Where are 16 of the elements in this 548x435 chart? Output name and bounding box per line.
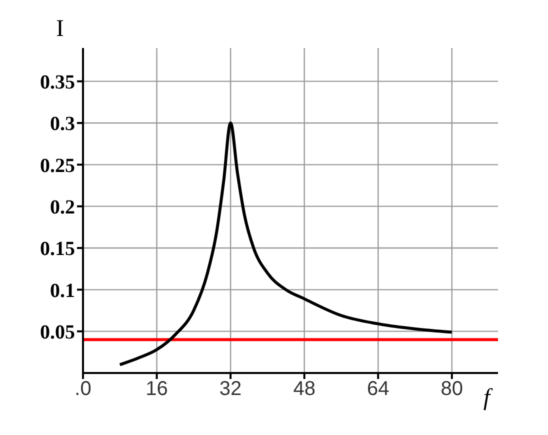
x-tick-label: 32: [219, 378, 242, 400]
y-axis-title: I: [56, 16, 64, 42]
y-tick-label: 0.05: [40, 321, 75, 344]
x-tick-label: 80: [440, 378, 464, 400]
x-axis-title: f: [483, 385, 494, 411]
line-series: [118, 122, 454, 366]
y-tick-label: 0.25: [40, 154, 75, 177]
y-tick-label: 0.2: [50, 196, 75, 218]
x-tick-label: 64: [366, 378, 390, 400]
y-tick-label: 0.35: [40, 71, 75, 94]
y-tick-label: 0.3: [50, 113, 75, 136]
y-tick-label: 0.15: [40, 238, 75, 260]
y-tick-label: 0.1: [50, 280, 75, 302]
x-tick-label: 16: [146, 378, 168, 400]
x-tick-label: .0: [74, 378, 92, 400]
x-tick-label: 48: [293, 378, 316, 400]
